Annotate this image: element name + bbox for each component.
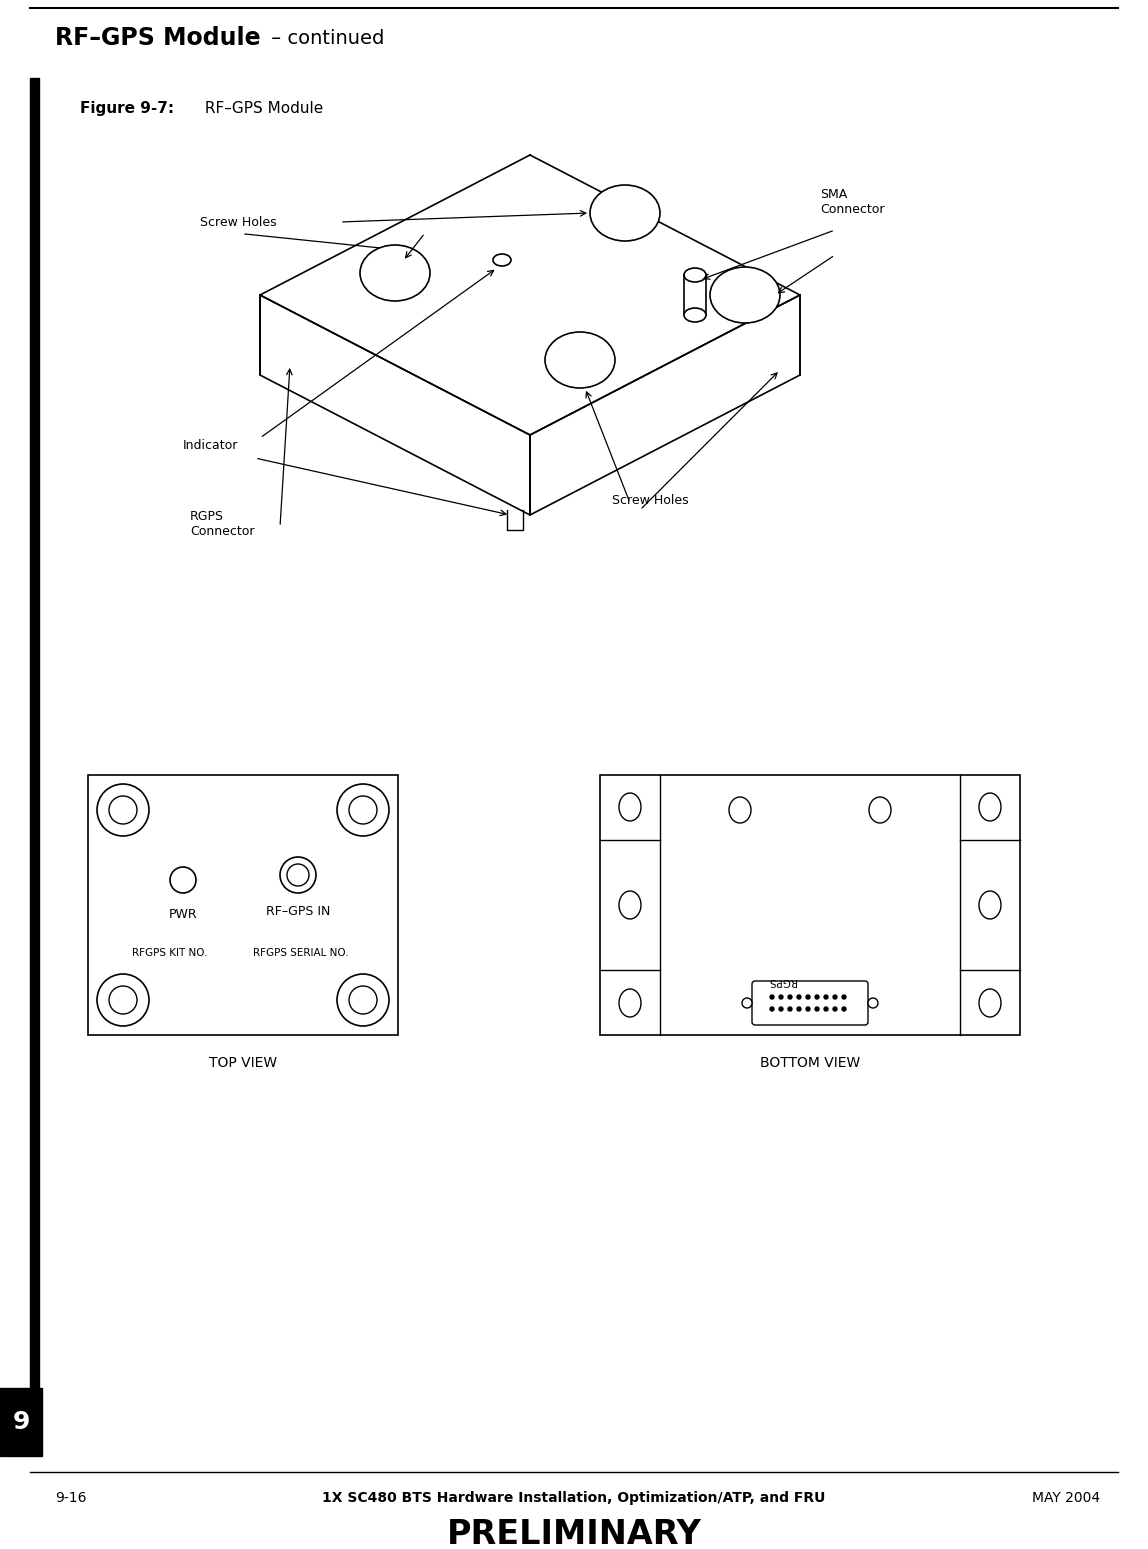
Text: Figure 9-7:: Figure 9-7: xyxy=(80,101,174,116)
Ellipse shape xyxy=(338,784,389,836)
Ellipse shape xyxy=(979,891,1001,919)
Text: BOTTOM VIEW: BOTTOM VIEW xyxy=(760,1056,860,1070)
Ellipse shape xyxy=(779,994,783,999)
Text: TOP VIEW: TOP VIEW xyxy=(209,1056,277,1070)
Text: SMA
Connector: SMA Connector xyxy=(820,187,884,215)
Ellipse shape xyxy=(96,974,149,1025)
Ellipse shape xyxy=(338,974,389,1025)
Text: MAY 2004: MAY 2004 xyxy=(1032,1492,1100,1506)
Ellipse shape xyxy=(349,987,377,1015)
Text: RGPS
Connector: RGPS Connector xyxy=(191,510,255,538)
Text: 9-16: 9-16 xyxy=(55,1492,86,1506)
Ellipse shape xyxy=(170,867,196,894)
Ellipse shape xyxy=(779,1007,783,1011)
Bar xyxy=(0,1388,42,1456)
Ellipse shape xyxy=(797,994,801,999)
Text: 1X SC480 BTS Hardware Installation, Optimization/ATP, and FRU: 1X SC480 BTS Hardware Installation, Opti… xyxy=(323,1492,825,1506)
Ellipse shape xyxy=(841,994,846,999)
Text: Indicator: Indicator xyxy=(183,438,239,451)
Ellipse shape xyxy=(109,796,137,824)
Ellipse shape xyxy=(868,998,878,1008)
Text: RF–GPS Module: RF–GPS Module xyxy=(55,26,261,50)
Ellipse shape xyxy=(841,1007,846,1011)
Ellipse shape xyxy=(833,994,837,999)
Ellipse shape xyxy=(979,988,1001,1018)
Ellipse shape xyxy=(619,988,641,1018)
Ellipse shape xyxy=(684,268,706,282)
Ellipse shape xyxy=(742,998,752,1008)
Text: RF–GPS IN: RF–GPS IN xyxy=(266,905,331,919)
Ellipse shape xyxy=(349,796,377,824)
Ellipse shape xyxy=(824,994,828,999)
Text: RFGPS SERIAL NO.: RFGPS SERIAL NO. xyxy=(254,948,349,957)
Ellipse shape xyxy=(806,1007,810,1011)
Ellipse shape xyxy=(492,254,511,266)
Ellipse shape xyxy=(287,864,309,886)
Ellipse shape xyxy=(590,184,660,242)
Ellipse shape xyxy=(824,1007,828,1011)
Ellipse shape xyxy=(96,784,149,836)
Ellipse shape xyxy=(280,857,316,894)
Text: PRELIMINARY: PRELIMINARY xyxy=(447,1518,701,1549)
Ellipse shape xyxy=(788,1007,792,1011)
Ellipse shape xyxy=(815,994,819,999)
Ellipse shape xyxy=(545,331,615,387)
Text: Screw Holes: Screw Holes xyxy=(200,215,277,229)
Bar xyxy=(600,774,1021,1035)
Ellipse shape xyxy=(360,245,430,301)
Text: RGPS: RGPS xyxy=(768,976,796,987)
Ellipse shape xyxy=(797,1007,801,1011)
Ellipse shape xyxy=(770,994,774,999)
Ellipse shape xyxy=(979,793,1001,821)
Text: – continued: – continued xyxy=(265,28,385,48)
Bar xyxy=(88,774,398,1035)
Ellipse shape xyxy=(619,793,641,821)
Ellipse shape xyxy=(770,1007,774,1011)
Text: RF–GPS Module: RF–GPS Module xyxy=(200,101,324,116)
Text: 9: 9 xyxy=(13,1410,30,1434)
Ellipse shape xyxy=(788,994,792,999)
Text: Screw Holes: Screw Holes xyxy=(612,494,689,507)
Ellipse shape xyxy=(833,1007,837,1011)
Ellipse shape xyxy=(729,798,751,823)
Text: PWR: PWR xyxy=(169,908,197,922)
Bar xyxy=(30,77,39,1388)
Ellipse shape xyxy=(709,266,779,324)
Ellipse shape xyxy=(684,308,706,322)
Ellipse shape xyxy=(869,798,891,823)
Ellipse shape xyxy=(619,891,641,919)
Ellipse shape xyxy=(815,1007,819,1011)
Text: RFGPS KIT NO.: RFGPS KIT NO. xyxy=(132,948,208,957)
Ellipse shape xyxy=(806,994,810,999)
Ellipse shape xyxy=(109,987,137,1015)
